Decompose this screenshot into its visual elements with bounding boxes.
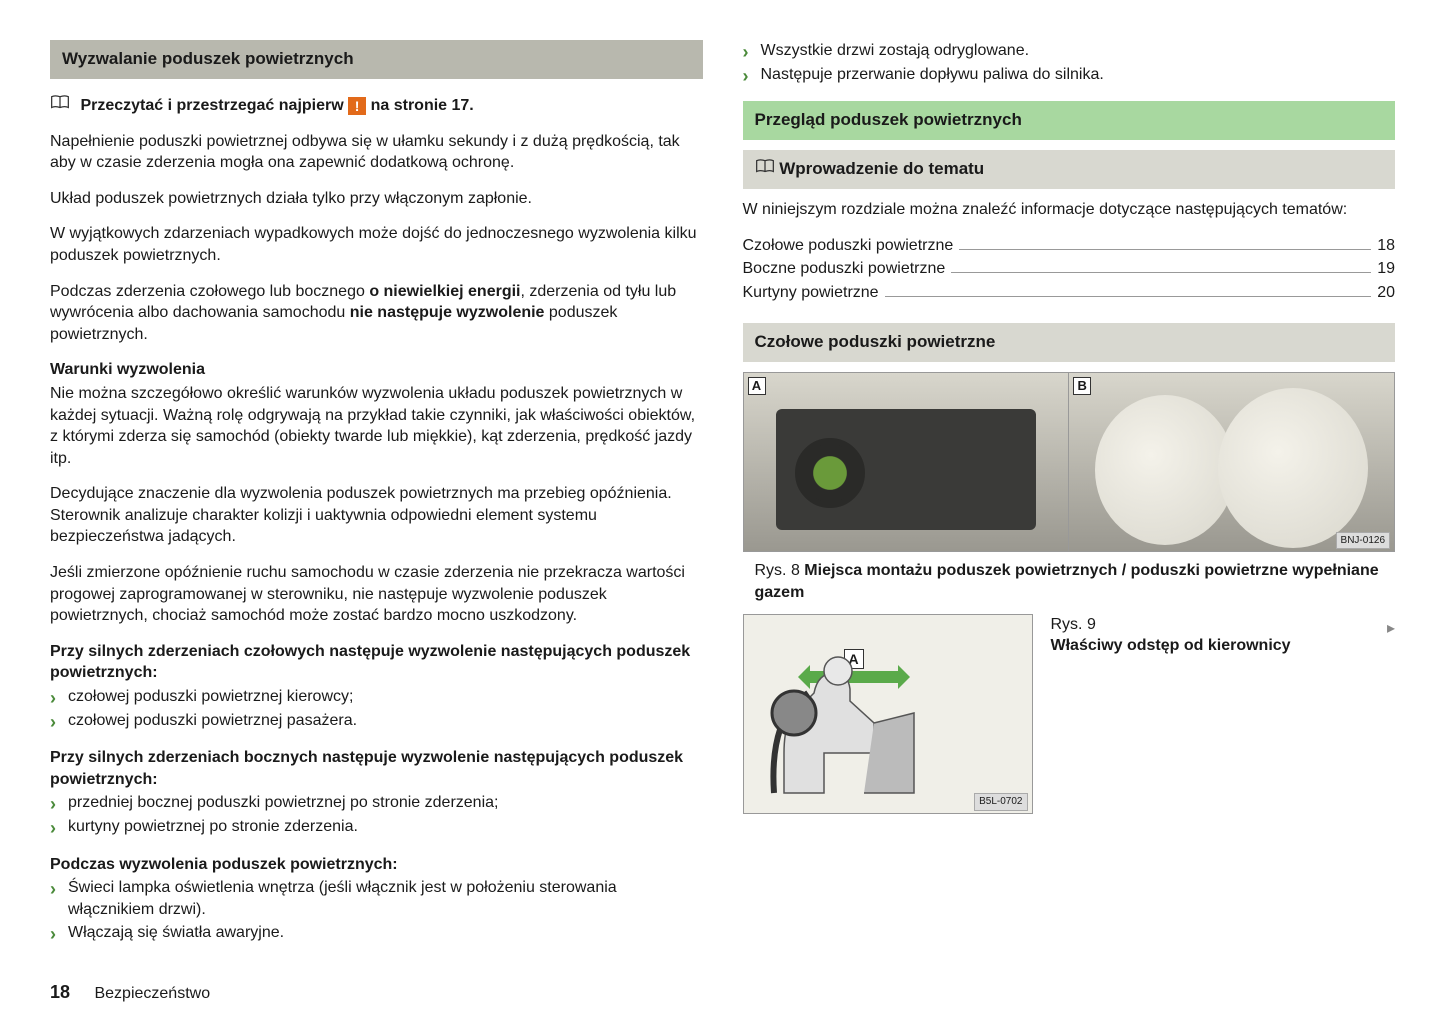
toc-label: Czołowe poduszki powietrzne [743,235,954,257]
figure-8-image: A B BNJ-0126 [743,372,1396,552]
toc: Czołowe poduszki powietrzne 18 Boczne po… [743,235,1396,306]
list-during: Świeci lampka oświetlenia wnętrza (jeśli… [50,877,703,946]
right-column: Wszystkie drzwi zostają odryglowane. Nas… [743,40,1396,960]
toc-leader [885,296,1372,297]
section-header-overview: Przegląd poduszek powietrznych [743,101,1396,140]
figure-code: B5L-0702 [974,793,1027,811]
subheading-during: Podczas wyzwolenia poduszek powietrznych… [50,854,703,876]
toc-row: Kurtyny powietrzne 20 [743,282,1396,304]
figure-8: A B BNJ-0126 Rys. 8 Miejsca montażu podu… [743,372,1396,603]
seat-occupant-illustration [764,633,964,803]
read-first-note: Przeczytać i przestrzegać najpierw ! na … [50,95,703,117]
warning-icon: ! [348,97,366,115]
toc-label: Kurtyny powietrzne [743,282,879,304]
paragraph: Napełnienie poduszki powietrznej odbywa … [50,131,703,174]
steering-wheel-illustration [795,438,865,508]
figure-8-panel-b: B BNJ-0126 [1069,373,1394,551]
paragraph: Jeśli zmierzone opóźnienie ruchu samocho… [50,562,703,627]
list-item: czołowej poduszki powietrznej kierowcy; [50,686,703,708]
paragraph: Podczas zderzenia czołowego lub bocznego… [50,281,703,346]
read-suffix: na stronie 17. [371,97,474,114]
toc-row: Czołowe poduszki powietrzne 18 [743,235,1396,257]
page-content: Wyzwalanie poduszek powietrznych Przeczy… [50,40,1395,960]
toc-row: Boczne poduszki powietrzne 19 [743,258,1396,280]
page-footer: 18 Bezpieczeństwo [50,980,1395,1005]
continuation-arrow-icon: ▸ [1387,618,1395,640]
section-header-triggering: Wyzwalanie poduszek powietrznych [50,40,703,79]
toc-label: Boczne poduszki powietrzne [743,258,946,280]
footer-section: Bezpieczeństwo [94,985,210,1002]
figure-8-panel-a: A [744,373,1070,551]
intro-heading: Wprowadzenie do tematu [779,159,984,178]
list-item: Wszystkie drzwi zostają odryglowane. [743,40,1396,62]
subsection-intro: Wprowadzenie do tematu [743,150,1396,189]
figure-9-row: A B5L-0702 ▸ Rys. 9 Właściwy odstęp od k… [743,614,1396,814]
toc-leader [959,249,1371,250]
list-item: przedniej bocznej poduszki powietrznej p… [50,792,703,814]
figure-8-caption: Rys. 8 Miejsca montażu poduszek powietrz… [743,560,1396,603]
text-bold: o niewielkiej energii [369,283,520,300]
subheading-frontal: Przy silnych zderzeniach czołowych nastę… [50,641,703,684]
panel-letter: B [1073,377,1091,395]
left-column: Wyzwalanie poduszek powietrznych Przeczy… [50,40,703,960]
paragraph: W wyjątkowych zdarzeniach wypadkowych mo… [50,223,703,266]
subheading-conditions: Warunki wyzwolenia [50,359,703,381]
book-icon [755,158,775,181]
subsection-front-airbags: Czołowe poduszki powietrzne [743,323,1396,362]
text: Podczas zderzenia czołowego lub bocznego [50,283,369,300]
list-item: Włączają się światła awaryjne. [50,922,703,944]
caption-prefix: Rys. 9 [1051,614,1396,636]
paragraph: Nie można szczegółowo określić warunków … [50,383,703,469]
airbag-illustration [1095,395,1235,545]
text-bold: nie następuje wyzwolenie [350,304,545,321]
list-side: przedniej bocznej poduszki powietrznej p… [50,792,703,839]
airbag-illustration [1218,388,1368,548]
panel-letter: A [748,377,766,395]
figure-code: BNJ-0126 [1336,532,1390,550]
intro-text: W niniejszym rozdziale można znaleźć inf… [743,199,1396,221]
list-item: Świeci lampka oświetlenia wnętrza (jeśli… [50,877,703,920]
figure-9-caption: ▸ Rys. 9 Właściwy odstęp od kierownicy [1051,614,1396,657]
caption-bold: Miejsca montażu poduszek powietrznych / … [755,562,1379,601]
list-top-continued: Wszystkie drzwi zostają odryglowane. Nas… [743,40,1396,87]
caption-prefix: Rys. 8 [755,562,805,579]
paragraph: Układ poduszek powietrznych działa tylko… [50,188,703,210]
figure-9-image: A B5L-0702 [743,614,1033,814]
page-number: 18 [50,982,70,1002]
paragraph: Decydujące znaczenie dla wyzwolenia podu… [50,483,703,548]
list-item: czołowej poduszki powietrznej pasażera. [50,710,703,732]
list-item: kurtyny powietrznej po stronie zderzenia… [50,816,703,838]
toc-page: 20 [1377,282,1395,304]
list-frontal: czołowej poduszki powietrznej kierowcy; … [50,686,703,733]
caption-bold: Właściwy odstęp od kierownicy [1051,635,1396,657]
book-icon [50,95,70,117]
subheading-side: Przy silnych zderzeniach bocznych następ… [50,747,703,790]
toc-page: 18 [1377,235,1395,257]
toc-page: 19 [1377,258,1395,280]
read-prefix: Przeczytać i przestrzegać najpierw [80,97,343,114]
toc-leader [951,272,1371,273]
list-item: Następuje przerwanie dopływu paliwa do s… [743,64,1396,86]
